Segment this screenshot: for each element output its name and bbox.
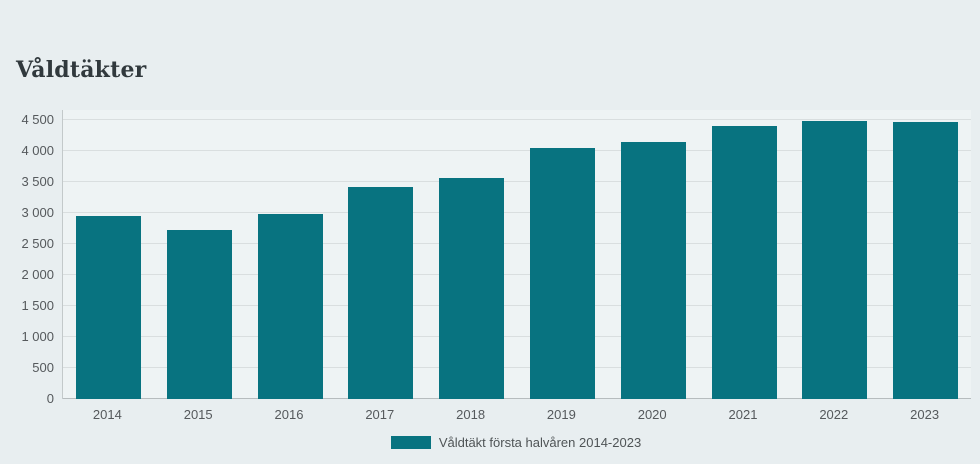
x-tick-label: 2021 <box>728 407 758 422</box>
bar-2022[interactable] <box>802 121 868 399</box>
bar-2018[interactable] <box>439 177 505 399</box>
y-tick-label: 2 000 <box>21 267 54 282</box>
legend[interactable]: Våldtäkt första halvåren 2014-2023 <box>62 435 970 450</box>
bar-2021[interactable] <box>711 126 777 399</box>
bar-2019[interactable] <box>529 147 595 399</box>
bar-2016[interactable] <box>257 213 323 399</box>
x-tick-label: 2022 <box>819 407 849 422</box>
x-tick-label: 2016 <box>274 407 304 422</box>
x-tick-label: 2019 <box>546 407 576 422</box>
gridline <box>63 305 971 306</box>
y-tick-label: 0 <box>46 391 54 406</box>
gridline <box>63 367 971 368</box>
bar-2015[interactable] <box>166 230 232 399</box>
gridline <box>63 212 971 213</box>
gridline <box>63 150 971 151</box>
bar-2017[interactable] <box>348 186 414 399</box>
y-tick-label: 3 000 <box>21 205 54 220</box>
x-axis-line <box>63 398 971 399</box>
gridline <box>63 119 971 120</box>
y-tick-label: 4 000 <box>21 143 54 158</box>
gridline <box>63 274 971 275</box>
y-tick-label: 1 500 <box>21 298 54 313</box>
gridline <box>63 181 971 182</box>
x-tick-label: 2015 <box>183 407 213 422</box>
bar-2023[interactable] <box>893 122 959 399</box>
bar-2020[interactable] <box>620 142 686 399</box>
y-tick-label: 2 500 <box>21 236 54 251</box>
chart-title: Våldtäkter <box>16 57 147 83</box>
bar-2014[interactable] <box>75 216 141 399</box>
x-tick-label: 2023 <box>910 407 940 422</box>
gridline <box>63 336 971 337</box>
legend-swatch <box>390 436 431 449</box>
x-tick-label: 2020 <box>637 407 667 422</box>
y-tick-label: 1 000 <box>21 329 54 344</box>
y-tick-label: 3 500 <box>21 174 54 189</box>
gridline <box>63 243 971 244</box>
x-tick-label: 2018 <box>456 407 486 422</box>
legend-label: Våldtäkt första halvåren 2014-2023 <box>438 435 642 450</box>
x-tick-label: 2014 <box>92 407 122 422</box>
y-tick-label: 4 500 <box>21 112 54 127</box>
plot-area <box>62 110 971 399</box>
x-tick-label: 2017 <box>365 407 395 422</box>
y-tick-label: 500 <box>32 360 54 375</box>
